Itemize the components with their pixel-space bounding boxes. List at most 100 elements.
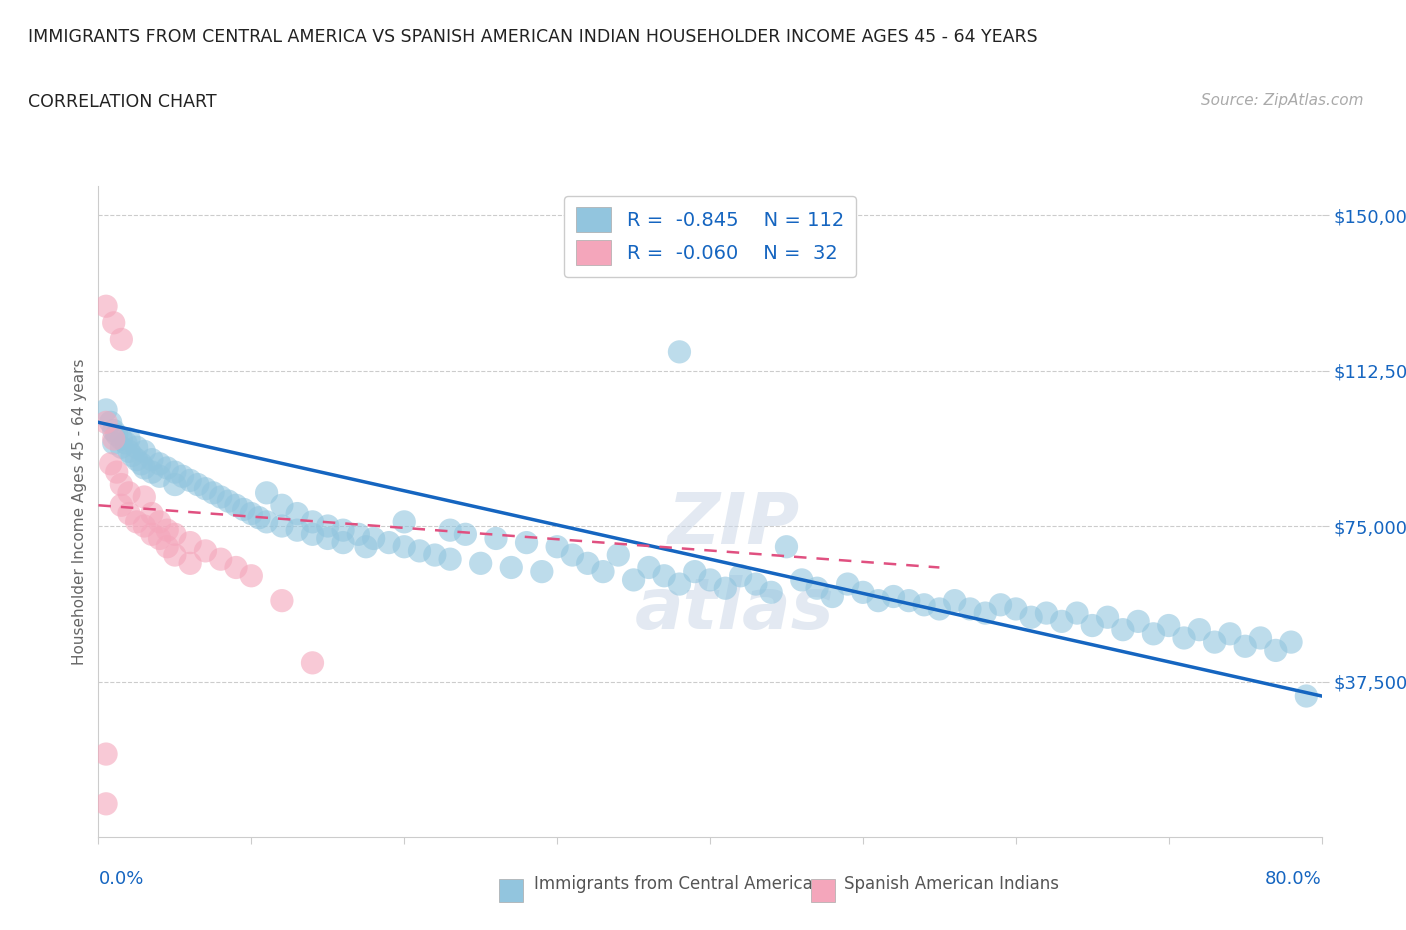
Point xyxy=(285,506,308,521)
Point xyxy=(1004,602,1026,617)
Point xyxy=(179,535,201,550)
Point xyxy=(470,556,492,571)
Point xyxy=(209,489,232,504)
Point xyxy=(179,556,201,571)
Point xyxy=(194,543,217,558)
Point xyxy=(392,514,416,529)
Point xyxy=(439,551,461,566)
Point xyxy=(240,506,263,521)
Point xyxy=(240,568,263,583)
Point xyxy=(179,473,201,488)
Point xyxy=(94,796,117,811)
Point xyxy=(129,457,152,472)
Text: IMMIGRANTS FROM CENTRAL AMERICA VS SPANISH AMERICAN INDIAN HOUSEHOLDER INCOME AG: IMMIGRANTS FROM CENTRAL AMERICA VS SPANI… xyxy=(28,28,1038,46)
Point xyxy=(110,498,132,512)
Point xyxy=(607,548,630,563)
Point xyxy=(576,556,599,571)
Point xyxy=(745,577,768,591)
Point xyxy=(149,457,172,472)
Text: 0.0%: 0.0% xyxy=(98,870,143,887)
Legend: R =  -0.845    N = 112, R =  -0.060    N =  32: R = -0.845 N = 112, R = -0.060 N = 32 xyxy=(564,195,856,277)
Point xyxy=(149,531,172,546)
Point xyxy=(103,432,125,446)
Point xyxy=(194,481,217,496)
Point xyxy=(1019,610,1042,625)
Point xyxy=(316,531,339,546)
Point xyxy=(1249,631,1271,645)
Point xyxy=(270,519,292,534)
Point xyxy=(209,551,232,566)
Point xyxy=(1279,634,1302,649)
Point xyxy=(943,593,966,608)
Point xyxy=(118,506,141,521)
Point xyxy=(125,452,148,467)
Point xyxy=(516,535,538,550)
Point xyxy=(530,565,553,579)
Point xyxy=(592,565,614,579)
Point xyxy=(163,465,186,480)
Point xyxy=(1035,605,1057,620)
Point xyxy=(1157,618,1180,633)
Point xyxy=(156,539,179,554)
Point xyxy=(141,506,163,521)
Point xyxy=(256,485,278,500)
Point xyxy=(990,597,1012,612)
Point xyxy=(110,440,132,455)
Point xyxy=(94,299,117,313)
Point xyxy=(103,315,125,330)
Point xyxy=(172,469,194,484)
Point xyxy=(125,514,148,529)
Point xyxy=(1097,610,1119,625)
Point xyxy=(103,423,125,438)
Point xyxy=(163,527,186,542)
Point xyxy=(105,428,128,443)
Point xyxy=(837,577,859,591)
Point xyxy=(668,577,690,591)
Point xyxy=(501,560,523,575)
Point xyxy=(225,560,247,575)
Point xyxy=(149,514,172,529)
Point xyxy=(363,531,385,546)
Point xyxy=(974,605,997,620)
Point xyxy=(121,448,143,463)
Point xyxy=(1128,614,1150,629)
Point xyxy=(485,531,508,546)
Point xyxy=(699,573,721,588)
Text: Source: ZipAtlas.com: Source: ZipAtlas.com xyxy=(1201,93,1364,108)
Point xyxy=(217,494,239,509)
Point xyxy=(1066,605,1088,620)
Point xyxy=(806,580,828,595)
Point xyxy=(301,656,323,671)
Point xyxy=(225,498,247,512)
Point xyxy=(301,527,323,542)
Point xyxy=(790,573,813,588)
Point xyxy=(149,469,172,484)
Text: ZIP: ZIP xyxy=(668,490,800,559)
Point xyxy=(546,539,568,554)
Point xyxy=(392,539,416,554)
Point xyxy=(561,548,583,563)
Point xyxy=(897,593,920,608)
Point xyxy=(118,444,141,458)
Text: CORRELATION CHART: CORRELATION CHART xyxy=(28,93,217,111)
Point xyxy=(118,432,141,446)
Point xyxy=(408,543,430,558)
Point xyxy=(94,747,117,762)
Point xyxy=(94,403,117,418)
Point xyxy=(775,539,797,554)
Point xyxy=(347,527,370,542)
Point xyxy=(868,593,890,608)
Point xyxy=(270,498,292,512)
Y-axis label: Householder Income Ages 45 - 64 years: Householder Income Ages 45 - 64 years xyxy=(72,358,87,665)
Point xyxy=(202,485,225,500)
Point xyxy=(134,519,156,534)
Text: 80.0%: 80.0% xyxy=(1265,870,1322,887)
Point xyxy=(100,457,122,472)
Point xyxy=(439,523,461,538)
Point xyxy=(270,593,292,608)
Point xyxy=(852,585,875,600)
Point xyxy=(1264,643,1286,658)
Point xyxy=(354,539,377,554)
Point xyxy=(714,580,737,595)
Point xyxy=(821,589,844,604)
